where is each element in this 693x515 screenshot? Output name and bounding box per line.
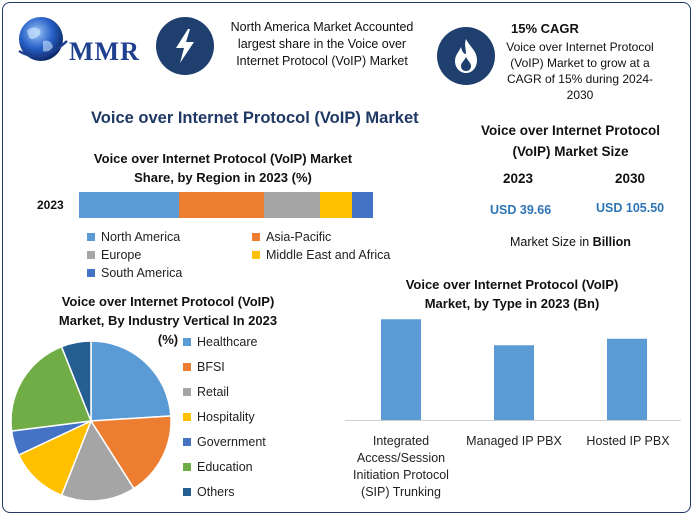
pie-slice-retail: [60, 419, 135, 502]
legend-bfsi: BFSI: [183, 360, 225, 374]
mmr-logo: MMR: [15, 11, 140, 71]
legend-label: Government: [197, 435, 266, 449]
type-category-label: Managed IP PBX: [466, 434, 562, 448]
cagr-body: Voice over Internet Protocol (VoIP) Mark…: [506, 40, 654, 102]
legend-label: Others: [197, 485, 235, 499]
type-bar: [381, 319, 421, 420]
type-category-label: Hosted IP PBX: [586, 434, 670, 448]
legend-label: Retail: [197, 385, 229, 399]
size-2023-value: USD 39.66: [490, 203, 552, 217]
legend-label: Healthcare: [197, 335, 258, 349]
pie-slice-others: [60, 340, 92, 422]
cagr-title: 15% CAGR: [511, 21, 579, 36]
legend-swatch: [183, 363, 191, 371]
market-size-title: Voice over Internet Protocol (VoIP) Mark…: [480, 123, 661, 159]
legend-retail: Retail: [183, 385, 229, 399]
pie-slice-bfsi: [89, 415, 172, 490]
type-bar: [494, 345, 534, 420]
legend-label: Education: [197, 460, 253, 474]
legend-others: Others: [183, 485, 235, 499]
legend-swatch: [183, 488, 191, 496]
vertical-pie-chart: [10, 340, 172, 502]
segment-south-america: [352, 192, 373, 218]
pie-slice-healthcare: [90, 340, 172, 422]
legend-mea: Middle East and Africa: [252, 248, 390, 262]
type-category-label: Integrated Access/Session Initiation Pro…: [353, 434, 449, 499]
year-2023-label: 2023: [503, 171, 534, 186]
legend-label: Hospitality: [197, 410, 255, 424]
vertical-chart-title: Voice over Internet Protocol (VoIP) Mark…: [58, 294, 278, 347]
segment-mea: [320, 192, 353, 218]
legend-swatch: [87, 233, 95, 241]
legend-swatch: [183, 463, 191, 471]
year-2030-label: 2030: [615, 171, 646, 186]
size-2030-value: USD 105.50: [596, 201, 665, 215]
segment-north-america: [79, 192, 179, 218]
legend-swatch: [183, 388, 191, 396]
legend-swatch: [87, 251, 95, 259]
legend-education: Education: [183, 460, 253, 474]
segment-europe: [264, 192, 321, 218]
legend-hospitality: Hospitality: [183, 410, 255, 424]
pie-slice-education: [10, 345, 93, 432]
legend-swatch: [183, 438, 191, 446]
region-year-label: 2023: [37, 198, 64, 212]
legend-south-america: South America: [87, 266, 182, 280]
north-america-note: North America Market Accounted largest s…: [230, 20, 414, 68]
pie-slice-hospitality: [17, 419, 93, 497]
globe-icon: [18, 17, 68, 61]
legend-swatch: [252, 233, 260, 241]
legend-asia-pacific: Asia-Pacific: [252, 230, 331, 244]
legend-europe: Europe: [87, 248, 141, 262]
legend-swatch: [183, 413, 191, 421]
region-stacked-bar: [79, 192, 373, 218]
flame-icon: [437, 27, 495, 85]
legend-government: Government: [183, 435, 266, 449]
lightning-bolt-icon: [156, 17, 214, 75]
type-bar: [607, 338, 647, 420]
legend-label: BFSI: [197, 360, 225, 374]
legend-healthcare: Healthcare: [183, 335, 257, 349]
type-chart-title: Voice over Internet Protocol (VoIP) Mark…: [405, 277, 619, 311]
legend-swatch: [252, 251, 260, 259]
legend-north-america: North America: [87, 230, 180, 244]
segment-asia-pacific: [178, 192, 265, 218]
main-title: Voice over Internet Protocol (VoIP) Mark…: [91, 109, 419, 127]
region-chart-title: Voice over Internet Protocol (VoIP) Mark…: [93, 151, 353, 185]
logo-text: MMR: [69, 37, 140, 66]
type-bar-chart: [345, 319, 681, 421]
market-size-unit: Market Size in Billion: [510, 235, 631, 249]
legend-swatch: [183, 338, 191, 346]
legend-swatch: [87, 269, 95, 277]
